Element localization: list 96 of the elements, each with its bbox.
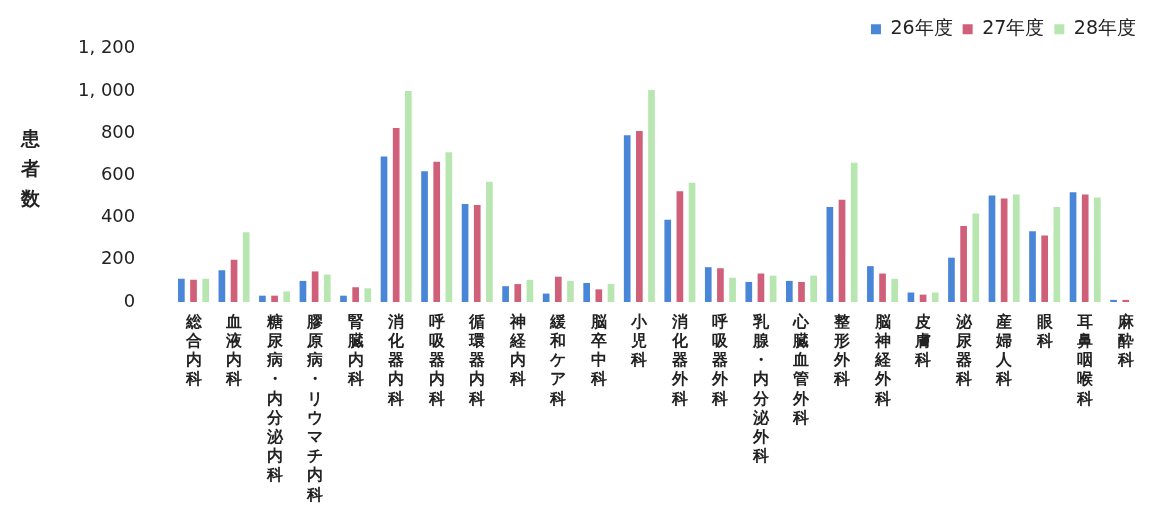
y-tick-label: 0 [123, 289, 136, 311]
bar [583, 283, 591, 302]
bar [607, 284, 615, 302]
bar [1053, 207, 1061, 302]
bar [972, 213, 980, 302]
x-tick-label: 耳鼻咽喉科 [1076, 311, 1095, 408]
x-tick-label: 心臓血管外科 [792, 311, 811, 427]
bar [502, 286, 509, 302]
x-tick-label: 乳腺・内分泌外科 [751, 311, 770, 466]
bar [1094, 197, 1101, 302]
x-tick-label: 総合内科 [184, 311, 203, 389]
y-tick-label: 1, 000 [77, 78, 136, 100]
y-tick-label: 800 [100, 120, 136, 142]
bar [1041, 235, 1049, 302]
x-tick-label: 脳卒中科 [589, 311, 607, 389]
bar [745, 281, 753, 302]
x-tick-label: 腎臓内科 [346, 311, 364, 389]
bar [486, 181, 493, 302]
x-tick-label: 泌尿器科 [954, 311, 973, 389]
bar [259, 295, 266, 302]
x-tick-label: 循環器内科 [468, 311, 487, 408]
x-tick-label: 神経内科 [508, 311, 527, 389]
bar [931, 292, 939, 302]
bar [323, 274, 331, 302]
legend-label: 27年度 [982, 16, 1045, 39]
bar [664, 219, 672, 302]
x-tick-label: 呼吸器内科 [427, 311, 446, 408]
bar [1012, 194, 1020, 302]
x-tick-label: 整形外科 [833, 311, 852, 389]
x-tick-label: 眼科 [1035, 311, 1054, 350]
legend-label: 26年度 [890, 16, 953, 39]
bar [1110, 299, 1117, 302]
y-tick-label: 600 [100, 163, 136, 185]
x-tick-label: 緩和ケア科 [549, 311, 568, 408]
bar [352, 287, 359, 302]
bar [461, 203, 469, 302]
x-tick-label: 皮膚科 [914, 311, 932, 370]
bar [404, 91, 412, 302]
bar [1069, 192, 1077, 302]
bar [1081, 194, 1089, 302]
bar [178, 278, 185, 302]
bar [514, 284, 522, 302]
bar [271, 295, 278, 302]
bar [867, 266, 874, 302]
bar [1029, 231, 1036, 302]
bar [850, 162, 858, 302]
bar [826, 207, 834, 302]
bar [445, 152, 453, 302]
category-label: 膠原病・リウマチ内科 [307, 311, 324, 504]
bar [798, 281, 805, 302]
x-tick-label: 消化器内科 [387, 311, 406, 408]
bar [648, 89, 655, 302]
y-tick-label: 1, 200 [77, 36, 136, 58]
x-tick-label: 血液内科 [225, 311, 244, 389]
bar [948, 257, 955, 302]
bar [283, 291, 291, 302]
bar [717, 268, 724, 302]
bar [623, 135, 631, 302]
x-tick-label: 消化器外科 [670, 311, 689, 408]
x-tick-label: 脳神経外科 [873, 311, 892, 408]
bar [704, 267, 712, 302]
bar [421, 171, 428, 302]
bar [202, 278, 210, 302]
bar [785, 280, 793, 302]
bar [190, 279, 197, 302]
bar [380, 156, 388, 302]
x-tick-label: 呼吸器外科 [711, 311, 730, 408]
bar [676, 191, 684, 302]
bar [636, 131, 643, 302]
bar [960, 226, 967, 302]
bar [364, 288, 372, 302]
bar [311, 271, 319, 302]
x-tick-label: 麻酔科 [1116, 311, 1135, 370]
bar [218, 270, 226, 302]
bar [988, 195, 996, 302]
bar [729, 277, 736, 302]
bar [392, 127, 400, 302]
bar [554, 276, 562, 302]
bar [567, 280, 574, 302]
y-axis-title: 患者数 [19, 126, 41, 211]
x-tick-label: 小児科 [630, 311, 649, 370]
bar [473, 204, 481, 302]
bar [433, 161, 441, 302]
bar [242, 232, 250, 302]
y-tick-label: 400 [100, 205, 136, 227]
bar [810, 275, 817, 302]
bar [340, 295, 347, 302]
bar [1122, 299, 1130, 302]
legend-label: 28年度 [1073, 16, 1137, 39]
bar [595, 289, 603, 302]
bar [891, 278, 899, 302]
x-tick-label: 産婦人科 [995, 311, 1014, 389]
category-label: 糖尿病・内分泌内科 [266, 311, 283, 485]
bar [688, 182, 696, 302]
bar [879, 273, 886, 302]
y-tick-label: 200 [100, 247, 136, 269]
